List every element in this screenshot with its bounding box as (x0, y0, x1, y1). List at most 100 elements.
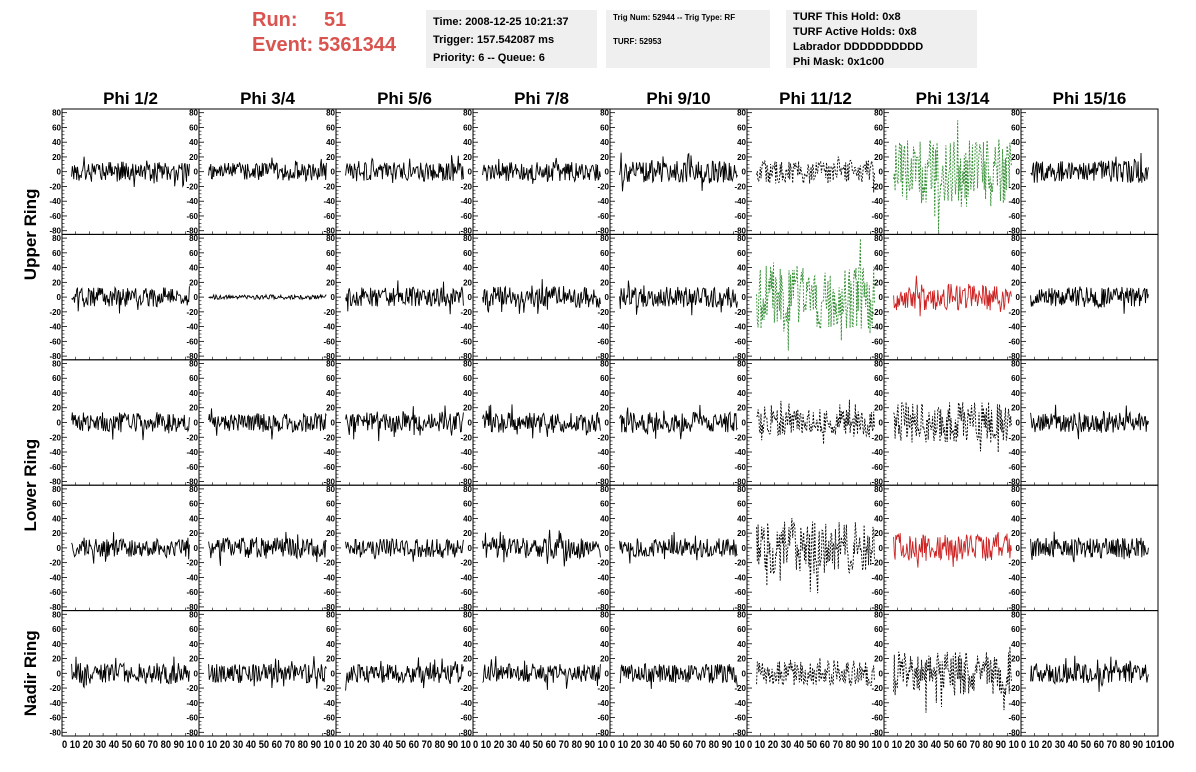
y-tick-label: -80 (460, 478, 472, 487)
y-tick-label: 60 (600, 625, 609, 634)
y-tick-label: 60 (737, 625, 746, 634)
y-tick-label: -40 (460, 448, 472, 457)
y-tick-label: 0 (194, 669, 199, 678)
y-tick-label: 40 (600, 640, 609, 649)
trig-num-text: Trig Num: 52944 -- Trig Type: RF (613, 13, 736, 22)
y-tick-label: 60 (463, 625, 472, 634)
y-tick-label: 60 (737, 500, 746, 509)
y-tick-label: -80 (49, 352, 61, 361)
y-tick-label: -40 (597, 323, 609, 332)
column-title: Phi 9/10 (646, 89, 710, 108)
waveform-trace (482, 529, 601, 567)
y-tick-label: 80 (737, 234, 746, 243)
y-tick-label: 60 (600, 249, 609, 258)
y-tick-label: -40 (871, 197, 883, 206)
y-tick-label: -20 (597, 684, 609, 693)
y-tick-label: -40 (597, 573, 609, 582)
y-tick-label: -40 (323, 448, 335, 457)
priority-text: Priority: 6 -- Queue: 6 (433, 52, 545, 64)
y-tick-label: -80 (323, 728, 335, 737)
y-tick-label: 0 (1016, 168, 1021, 177)
trigger-text: Trigger: 157.542087 ms (433, 34, 555, 46)
y-tick-label: 0 (605, 419, 610, 428)
y-tick-label: 60 (1011, 625, 1020, 634)
x-tick-labels: 0 10 20 30 40 50 60 70 80 90 10 (747, 739, 882, 751)
y-tick-label: -40 (1008, 573, 1020, 582)
y-tick-label: -60 (597, 212, 609, 221)
y-tick-label: -60 (323, 337, 335, 346)
y-tick-label: 0 (194, 293, 199, 302)
y-tick-label: 80 (874, 359, 883, 368)
y-tick-label: 0 (605, 168, 610, 177)
y-tick-label: -60 (323, 212, 335, 221)
y-tick-label: -20 (1008, 182, 1020, 191)
x-tick-labels: 0 10 20 30 40 50 60 70 80 90 10 (62, 739, 197, 751)
y-tick-label: 80 (600, 359, 609, 368)
y-tick-label: 0 (331, 544, 336, 553)
y-tick-label: -60 (323, 714, 335, 723)
y-tick-label: -20 (186, 684, 198, 693)
y-tick-label: -80 (1008, 352, 1020, 361)
y-tick-label: 20 (737, 153, 746, 162)
waveform-trace (619, 531, 738, 564)
y-tick-label: 40 (189, 640, 198, 649)
panel-frame (746, 610, 885, 737)
y-tick-label: 0 (742, 669, 747, 678)
y-tick-label: -40 (323, 699, 335, 708)
y-tick-label: -20 (186, 433, 198, 442)
y-tick-label: -40 (49, 197, 61, 206)
y-tick-label: -40 (597, 699, 609, 708)
y-tick-label: 20 (1011, 278, 1020, 287)
y-tick-label: -60 (597, 714, 609, 723)
y-tick-label: -80 (323, 603, 335, 612)
y-tick-label: 60 (874, 625, 883, 634)
y-tick-label: -80 (49, 227, 61, 236)
y-tick-label: 0 (194, 419, 199, 428)
y-tick-label: 20 (600, 655, 609, 664)
y-tick-label: -60 (871, 588, 883, 597)
waveform-trace (345, 155, 464, 184)
x-tick-labels: 0 10 20 30 40 50 60 70 80 90 10 (884, 739, 1019, 751)
column-title: Phi 3/4 (240, 89, 295, 108)
y-tick-label: 40 (1011, 514, 1020, 523)
waveform-trace (208, 293, 327, 301)
y-tick-label: 60 (463, 374, 472, 383)
y-tick-label: 20 (52, 278, 61, 287)
y-tick-label: 40 (874, 389, 883, 398)
y-tick-label: -20 (734, 182, 746, 191)
y-tick-label: 40 (600, 514, 609, 523)
y-tick-label: 80 (52, 109, 61, 118)
y-tick-label: 20 (1011, 404, 1020, 413)
waveform-trace (345, 280, 464, 315)
y-tick-label: 0 (1016, 293, 1021, 302)
y-tick-label: -80 (323, 352, 335, 361)
y-tick-label: 0 (57, 419, 62, 428)
y-tick-label: 0 (57, 168, 62, 177)
y-tick-label: 40 (52, 514, 61, 523)
y-tick-label: 20 (52, 529, 61, 538)
y-tick-label: -80 (1008, 227, 1020, 236)
waveform-trace (1030, 531, 1149, 563)
y-tick-label: 60 (1011, 249, 1020, 258)
event-line: Event: 5361344 (252, 33, 422, 58)
y-tick-label: -60 (49, 588, 61, 597)
y-tick-label: 80 (463, 610, 472, 619)
y-tick-label: 60 (52, 500, 61, 509)
y-tick-label: 40 (463, 640, 472, 649)
y-tick-label: 20 (463, 278, 472, 287)
y-tick-label: 0 (1016, 669, 1021, 678)
y-tick-label: -40 (1008, 448, 1020, 457)
waveform-trace (619, 663, 738, 689)
y-tick-label: 60 (326, 625, 335, 634)
y-tick-label: -20 (49, 182, 61, 191)
y-tick-label: -20 (323, 308, 335, 317)
y-tick-label: -60 (871, 714, 883, 723)
y-tick-label: -20 (597, 308, 609, 317)
y-tick-label: 60 (52, 374, 61, 383)
y-tick-label: 20 (463, 404, 472, 413)
y-tick-label: 80 (463, 109, 472, 118)
time-text: Time: 2008-12-25 10:21:37 (433, 16, 569, 28)
waveform-trace (208, 157, 327, 183)
waveform-trace (482, 656, 601, 690)
y-tick-label: 60 (600, 123, 609, 132)
